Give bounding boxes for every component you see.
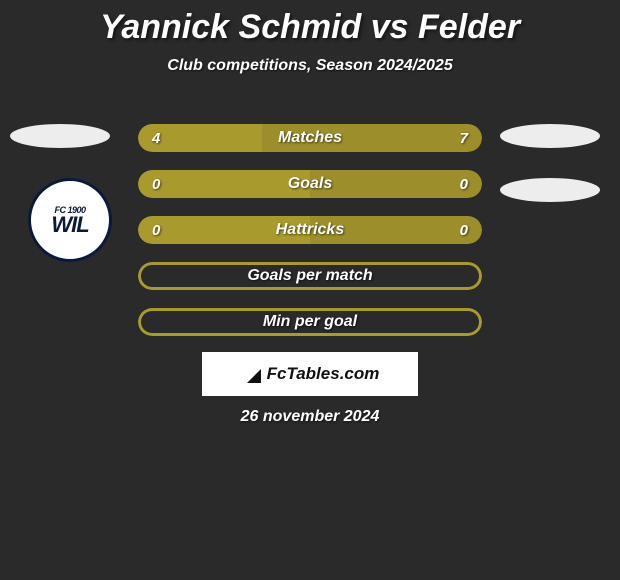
subtitle: Club competitions, Season 2024/2025 — [0, 57, 620, 75]
date-label: 26 november 2024 — [0, 408, 620, 426]
stat-row: 00Goals — [138, 170, 482, 198]
stat-label: Goals — [138, 170, 482, 198]
stat-row: 00Hattricks — [138, 216, 482, 244]
club-left-badge: FC 1900 WIL — [28, 178, 112, 262]
stat-label: Matches — [138, 124, 482, 152]
stat-row: Goals per match — [138, 262, 482, 290]
stat-label: Min per goal — [138, 308, 482, 336]
comparison-bars: 47Matches 00Goals 00Hattricks Goals per mat… — [138, 124, 482, 354]
club-right-badge — [500, 178, 600, 202]
stat-row: 47Matches — [138, 124, 482, 152]
page-title: Yannick Schmid vs Felder — [0, 0, 620, 47]
club-left-line2: WIL — [51, 215, 88, 235]
stat-row: Min per goal — [138, 308, 482, 336]
branding-text: FcTables.com — [267, 364, 380, 384]
player-right-avatar — [500, 124, 600, 148]
stat-label: Hattricks — [138, 216, 482, 244]
branding-icon — [241, 365, 263, 383]
branding-banner: FcTables.com — [202, 352, 418, 396]
player-left-avatar — [10, 124, 110, 148]
stat-label: Goals per match — [138, 262, 482, 290]
